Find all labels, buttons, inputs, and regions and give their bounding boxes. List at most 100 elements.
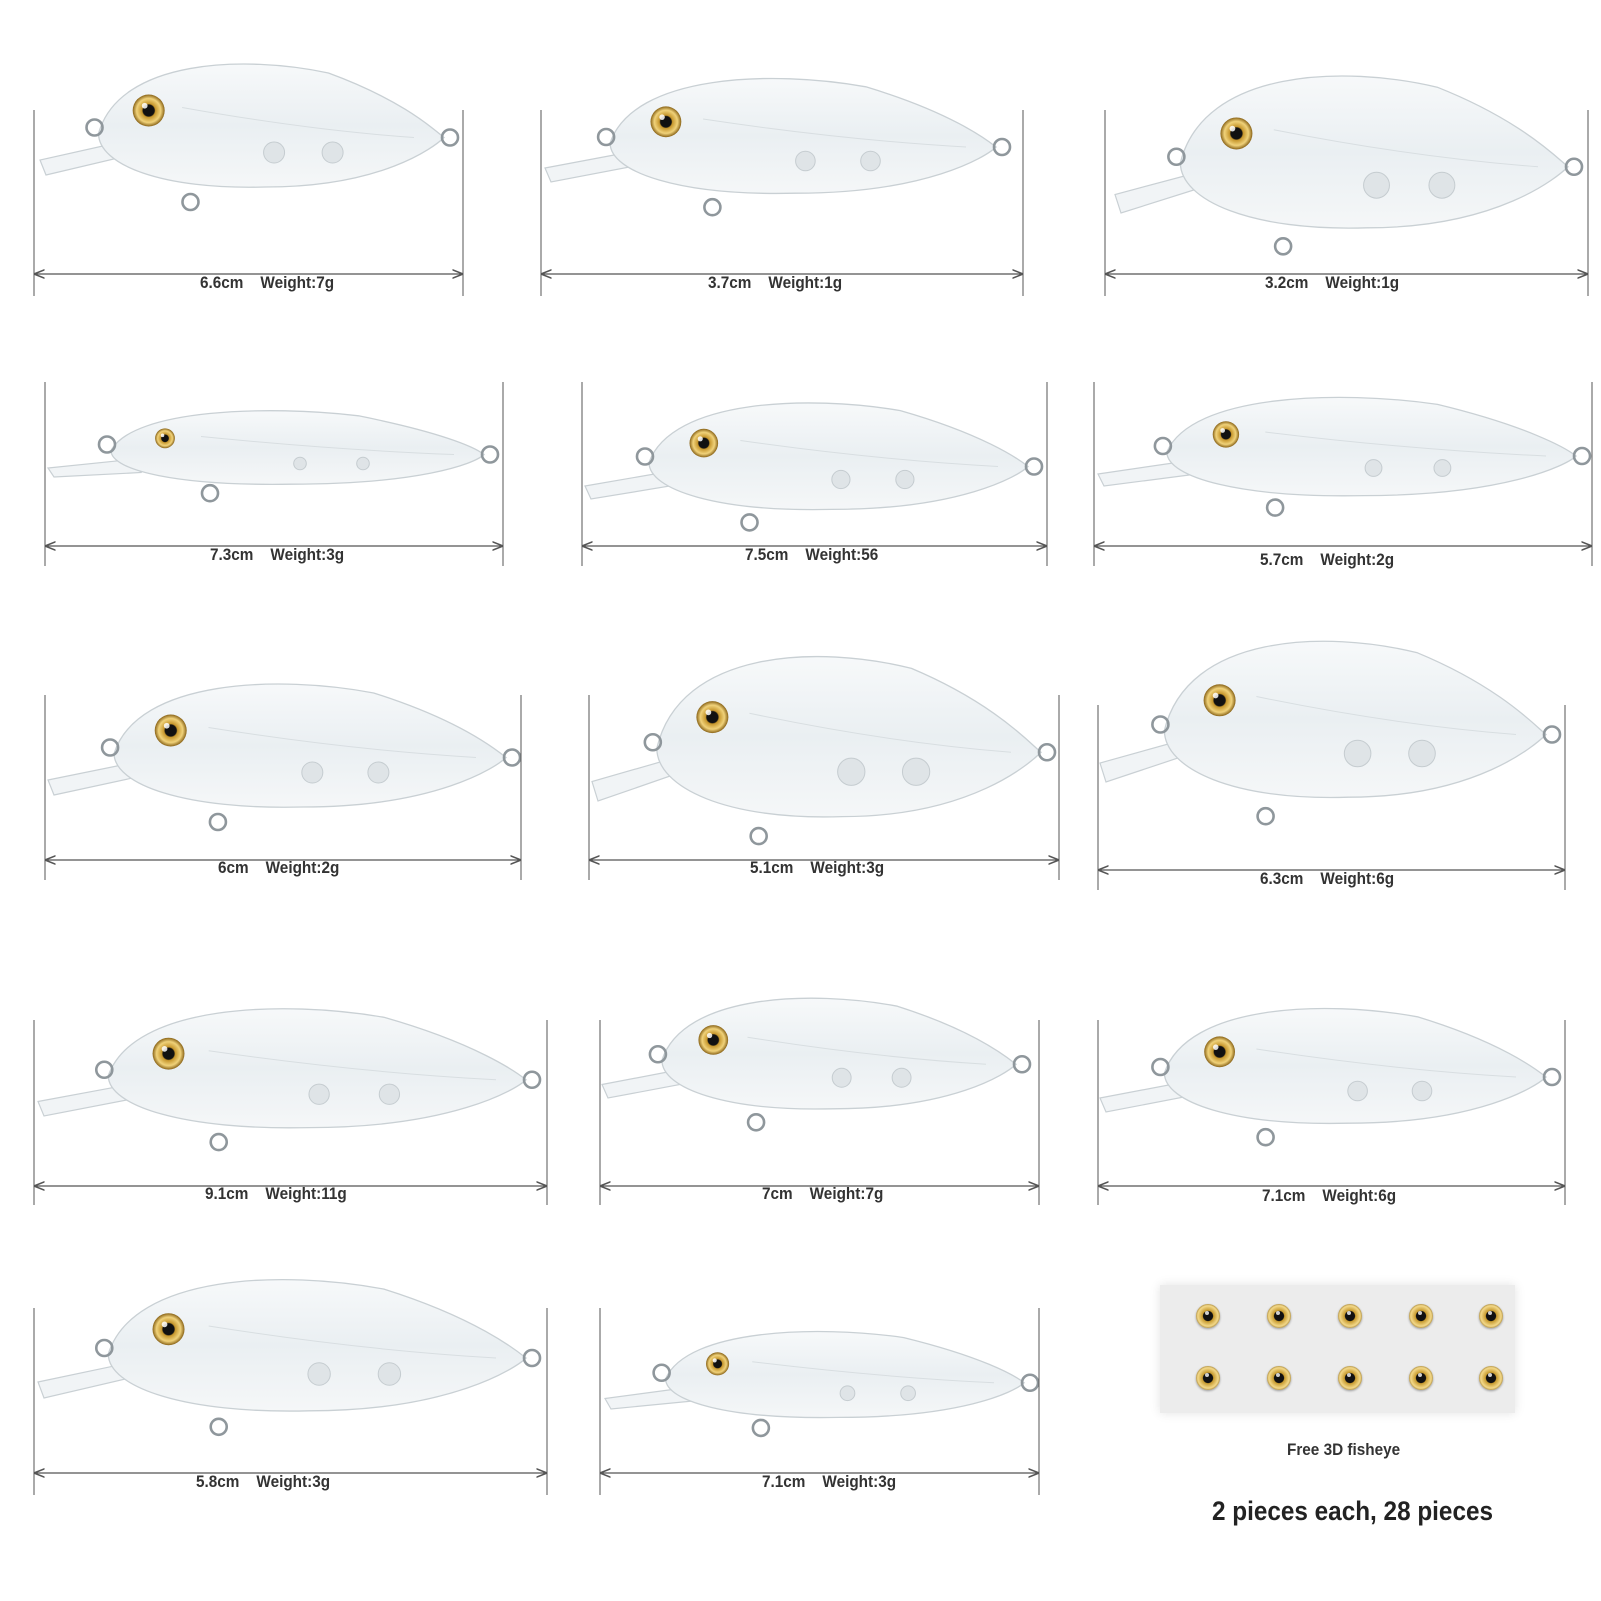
lure-weight-ball (1433, 459, 1452, 477)
tail-ring-icon (480, 445, 500, 464)
lure-caption: 5.8cm Weight:3g (196, 1472, 330, 1492)
lure-weight: Weight:56 (805, 545, 879, 564)
lure-body (1166, 396, 1577, 497)
lure-length: 7cm (762, 1184, 793, 1203)
lure-item-7 (44, 683, 522, 880)
lure-item-11 (599, 997, 1040, 1205)
lure-lateral-line (749, 712, 1012, 753)
lure-lateral-line (703, 118, 967, 148)
nose-ring-icon (643, 732, 663, 752)
lure-body (97, 63, 445, 188)
lure-lateral-line (740, 440, 999, 467)
lure-lateral-line (1265, 431, 1547, 457)
lure-weight-ball (901, 757, 931, 786)
lure-item-2 (540, 77, 1024, 296)
lure-body (1163, 1007, 1547, 1125)
tail-ring-icon (1037, 742, 1057, 762)
lure-item-4 (44, 382, 504, 566)
lure-lateral-line (208, 727, 477, 758)
lure-weight: Weight:3g (270, 545, 345, 564)
tail-ring-icon (1542, 725, 1562, 744)
lure-eye-icon (698, 1025, 729, 1055)
lure-lateral-line (1256, 696, 1517, 735)
lure-body (1179, 75, 1569, 229)
lure-length: 7.3cm (210, 545, 254, 564)
lure-weight-ball (831, 469, 851, 490)
belly-ring-icon (1256, 1127, 1275, 1147)
lure-weight: Weight:3g (256, 1472, 331, 1491)
lure-eye-icon (696, 701, 729, 734)
lure-eye-icon (650, 106, 682, 138)
lure-weight: Weight:7g (809, 1184, 884, 1203)
lure-lateral-line (182, 107, 415, 138)
lure-eye-glint (697, 436, 703, 442)
lure-eye-icon (1212, 421, 1240, 448)
nose-ring-icon (652, 1363, 671, 1383)
lure-weight-ball (367, 761, 390, 784)
lure-weight-ball (307, 1362, 331, 1386)
lure-caption: 5.7cm Weight:2g (1260, 550, 1394, 570)
lure-body (664, 1330, 1025, 1419)
lure-weight: Weight:11g (265, 1184, 347, 1203)
belly-ring-icon (1256, 806, 1275, 826)
nose-ring-icon (100, 738, 120, 757)
belly-ring-icon (1273, 237, 1293, 256)
lure-item-12 (1097, 1007, 1566, 1205)
lure-weight-ball (839, 1385, 856, 1402)
lure-item-10 (33, 1008, 548, 1205)
tail-ring-icon (1020, 1373, 1040, 1393)
tail-ring-icon (1572, 446, 1592, 466)
tail-ring-icon (992, 137, 1012, 157)
fisheye-icon (1338, 1366, 1362, 1390)
nose-ring-icon (1167, 147, 1186, 167)
lure-lateral-line (200, 436, 455, 455)
tail-ring-icon (440, 128, 460, 147)
belly-ring-icon (209, 1417, 229, 1437)
fisheye-icon (1409, 1304, 1433, 1328)
lure-lateral-line (208, 1325, 497, 1359)
belly-ring-icon (200, 483, 220, 503)
belly-ring-icon (208, 812, 228, 832)
belly-ring-icon (1265, 498, 1285, 517)
nose-ring-icon (94, 1338, 114, 1358)
lure-caption: 7.3cm Weight:3g (210, 545, 344, 565)
lure-item-13 (33, 1278, 548, 1495)
belly-ring-icon (751, 1418, 771, 1438)
nose-ring-icon (97, 435, 117, 454)
lure-weight-ball (1411, 1080, 1433, 1102)
lure-weight-ball (831, 1067, 852, 1088)
lure-caption: 9.1cm Weight:11g (205, 1184, 347, 1204)
belly-ring-icon (746, 1113, 766, 1132)
lure-weight-ball (900, 1385, 916, 1402)
lure-eye-glint (1229, 125, 1236, 132)
lure-eye-icon (1204, 1036, 1235, 1068)
lure-weight-ball (321, 141, 344, 164)
nose-ring-icon (1153, 436, 1173, 456)
lure-length: 5.8cm (196, 1472, 240, 1491)
lure-eye-glint (1212, 1044, 1219, 1050)
lure-weight: Weight:1g (1325, 273, 1400, 292)
lure-length: 6cm (218, 858, 249, 877)
lure-eye-glint (161, 1045, 168, 1052)
lure-length: 3.2cm (1265, 273, 1309, 292)
lure-weight-ball (377, 1362, 402, 1386)
lure-caption: 7.1cm Weight:6g (1262, 1186, 1396, 1206)
lure-item-9 (1097, 640, 1566, 890)
lure-eye-glint (712, 1358, 717, 1363)
lure-eye-icon (154, 714, 187, 747)
tail-ring-icon (502, 748, 522, 767)
lure-item-1 (33, 63, 464, 296)
lure-weight: Weight:2g (265, 858, 340, 877)
lure-weight-ball (356, 456, 370, 471)
lure-length: 6.3cm (1260, 869, 1304, 888)
nose-ring-icon (596, 127, 616, 147)
nose-ring-icon (648, 1044, 668, 1064)
lure-eye-icon (706, 1352, 730, 1376)
fisheye-icon (1479, 1366, 1503, 1390)
lure-weight: Weight:2g (1320, 550, 1395, 569)
lure-weight-ball (1364, 459, 1383, 477)
lure-eye-icon (132, 94, 165, 127)
nose-ring-icon (1151, 715, 1170, 734)
lure-caption: 7.1cm Weight:3g (762, 1472, 896, 1492)
lure-weight-ball (1347, 1080, 1368, 1102)
